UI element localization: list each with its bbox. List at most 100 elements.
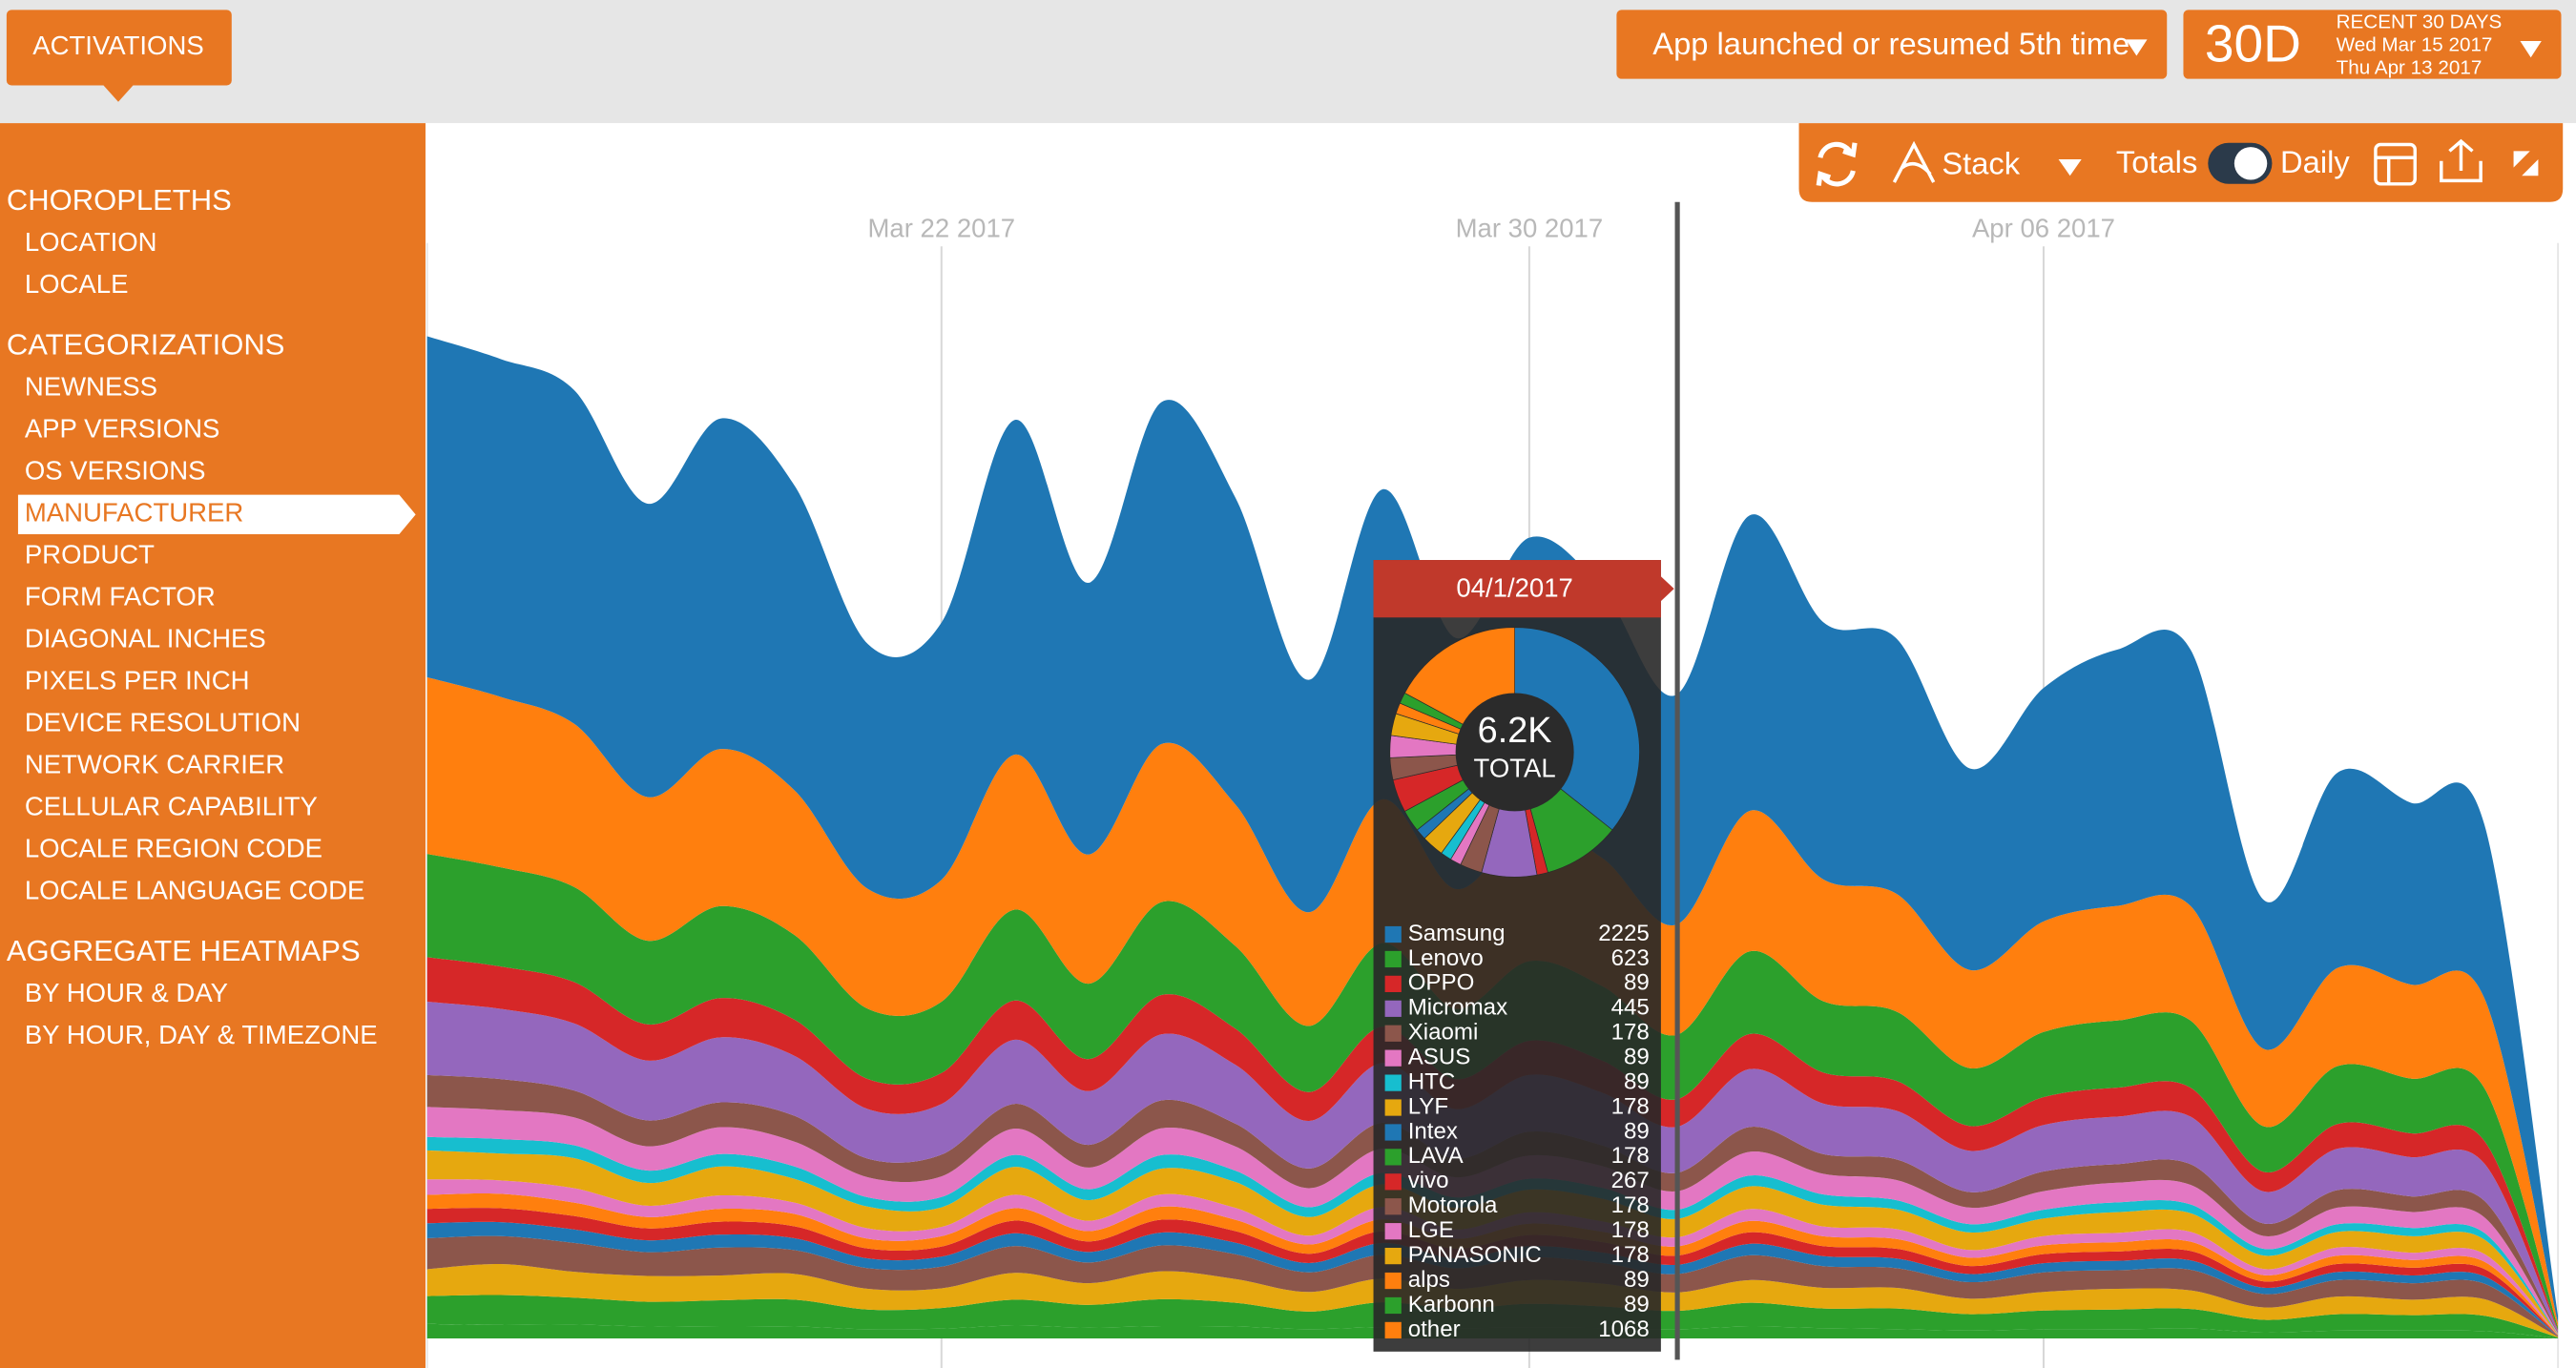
range-start: Wed Mar 15 2017 [2337,34,2493,56]
legend-name: Samsung [1408,921,1506,946]
pie-hole [1455,693,1574,812]
legend-swatch [1384,950,1402,968]
x-tick-label: Mar 30 2017 [1456,213,1604,242]
legend-swatch [1384,1223,1402,1240]
legend-value: 178 [1611,1242,1650,1268]
legend-swatch [1384,1124,1402,1141]
legend-swatch [1384,1248,1402,1265]
menu-item[interactable]: BY HOUR & DAY [25,978,228,1007]
legend-value: 267 [1611,1168,1650,1193]
menu-item[interactable]: PIXELS PER INCH [25,666,250,695]
menu-item[interactable]: APP VERSIONS [25,414,220,444]
menu-item[interactable]: NEWNESS [25,372,157,402]
tooltip: 04/1/2017 6.2K TOTAL Samsung 2225 Lenovo 623 OP… [1373,201,1680,1360]
legend-swatch [1384,1173,1402,1191]
legend-value: 89 [1624,1267,1650,1293]
legend-swatch [1384,1296,1402,1315]
legend-swatch [1384,975,1402,992]
menu-item[interactable]: DEVICE RESOLUTION [25,708,301,737]
legend-value: 445 [1611,995,1650,1021]
menu-item[interactable]: MANUFACTURER [25,498,243,528]
legend-name: LYF [1408,1093,1448,1119]
menu-item[interactable]: DIAGONAL INCHES [25,624,266,653]
legend-swatch [1384,1025,1402,1042]
legend-value: 178 [1611,1093,1650,1119]
legend-name: ASUS [1408,1045,1471,1070]
event-dropdown[interactable]: App launched or resumed 5th time [1616,10,2168,79]
totals-daily-toggle[interactable] [2208,142,2273,184]
pie-slice [1514,627,1640,831]
legend-name: LGE [1408,1217,1454,1243]
legend-swatch [1384,1099,1402,1116]
menu-item[interactable]: FORM FACTOR [25,582,216,611]
range-bg [2183,10,2562,79]
daily-label[interactable]: Daily [2280,144,2350,179]
refresh-arrow [1816,171,1832,186]
range-label: RECENT 30 DAYS [2337,11,2503,33]
legend-value: 178 [1611,1192,1650,1218]
legend-swatch [1384,1149,1402,1166]
menu-item[interactable]: OS VERSIONS [25,456,206,486]
menu-item[interactable]: LOCALE [25,269,129,299]
area-band [426,676,2559,1327]
dropdown-label: App launched or resumed 5th time [1652,26,2129,61]
menu-item[interactable]: LOCALE REGION CODE [25,833,322,862]
legend-value: 89 [1624,1292,1650,1317]
button-pointer [103,85,134,102]
refresh-button[interactable] [1816,141,1858,187]
legend-swatch [1384,925,1402,943]
menu-item[interactable]: CELLULAR CAPABILITY [25,792,318,821]
toggle-knob [2233,147,2268,180]
legend-swatch [1384,1321,1402,1339]
legend-name: Karbonn [1408,1292,1495,1317]
toolbar-bg [1798,123,2564,202]
pie-total: 6.2K [1478,711,1552,751]
legend-value: 1068 [1598,1316,1650,1342]
legend-name: alps [1408,1267,1450,1293]
legend-value: 623 [1611,945,1650,971]
refresh-arrow [1842,142,1858,158]
menu-item[interactable]: BY HOUR, DAY & TIMEZONE [25,1020,378,1049]
tooltip-header [1373,560,1661,618]
x-tick-label: Mar 22 2017 [867,213,1015,242]
toolbar: Stack Totals Daily [1798,123,2564,202]
selected-highlight [17,494,416,535]
stack-icon [1892,140,1936,183]
legend-name: Xiaomi [1408,1020,1479,1046]
sidebar-menu: CHOROPLETHS LOCATION LOCALE CATEGORIZATIONS… [7,183,416,1049]
legend-value: 178 [1611,1217,1650,1243]
menu-item[interactable]: PRODUCT [25,540,155,570]
tooltip-title: 04/1/2017 [1456,572,1573,602]
sidebar [0,123,426,1368]
section-title: AGGREGATE HEATMAPS [7,934,361,967]
export-button[interactable] [2440,138,2483,183]
legend-value: 178 [1611,1143,1650,1169]
range-end: Thu Apr 13 2017 [2337,57,2483,79]
layout-button[interactable] [2374,142,2417,186]
legend-swatch [1384,1198,1402,1215]
legend-value: 2225 [1598,921,1650,946]
legend-value: 178 [1611,1020,1650,1046]
button-bg [6,10,232,86]
range-caret [2520,41,2542,58]
pie-total-label: TOTAL [1474,754,1556,783]
menu-item[interactable]: LOCATION [25,227,157,257]
menu-item[interactable]: NETWORK CARRIER [25,750,284,779]
section-title: CHOROPLETHS [7,183,232,217]
activations-button[interactable]: ACTIVATIONS [6,10,232,102]
area-band [426,1235,2559,1337]
legend-name: other [1408,1316,1461,1342]
legend-value: 89 [1624,1045,1650,1070]
menu-item[interactable]: LOCALE LANGUAGE CODE [25,875,365,904]
tooltip-arrow [1660,576,1674,602]
legend-name: OPPO [1408,970,1475,996]
range-picker[interactable]: 30D RECENT 30 DAYS Wed Mar 15 2017 Thu A… [2183,10,2562,79]
layout-icon [2375,155,2416,184]
stack-button[interactable]: Stack [1892,140,2082,183]
dropdown-bg [1616,10,2168,79]
totals-label[interactable]: Totals [2116,144,2197,179]
section-title: CATEGORIZATIONS [7,328,285,362]
range-code: 30D [2205,13,2301,73]
legend-name: Micromax [1408,995,1507,1021]
